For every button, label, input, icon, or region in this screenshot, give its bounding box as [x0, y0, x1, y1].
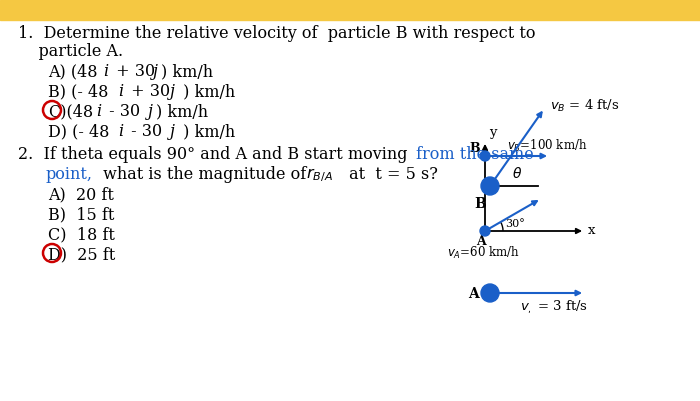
Text: $\theta$: $\theta$	[512, 166, 522, 181]
Text: y: y	[489, 126, 496, 139]
Text: 30°: 30°	[505, 219, 525, 229]
Text: B: B	[469, 142, 480, 155]
Text: from the same: from the same	[416, 146, 533, 163]
Text: at  t = 5 s?: at t = 5 s?	[344, 166, 438, 183]
Text: $\mathit{r}_{B/A}$: $\mathit{r}_{B/A}$	[306, 166, 333, 184]
Text: B) (- 48: B) (- 48	[48, 83, 108, 100]
Text: what is the magnitude of: what is the magnitude of	[98, 166, 312, 183]
Text: j: j	[153, 63, 158, 80]
Text: + 30: + 30	[126, 83, 170, 100]
Text: B)  15 ft: B) 15 ft	[48, 206, 114, 223]
Text: i: i	[118, 83, 123, 100]
Text: $v_A$=60 km/h: $v_A$=60 km/h	[447, 245, 519, 261]
Text: j: j	[170, 83, 175, 100]
Text: i: i	[96, 103, 101, 120]
Text: D)  25 ft: D) 25 ft	[48, 246, 116, 263]
Circle shape	[480, 151, 490, 161]
Text: - 30: - 30	[104, 103, 140, 120]
Text: ) km/h: ) km/h	[178, 83, 235, 100]
Text: x: x	[588, 225, 596, 237]
Text: B: B	[474, 197, 486, 211]
Text: D) (- 48: D) (- 48	[48, 123, 109, 140]
Text: C)(48: C)(48	[48, 103, 93, 120]
Text: point,: point,	[46, 166, 93, 183]
Text: particle A.: particle A.	[18, 43, 123, 60]
Circle shape	[480, 226, 490, 236]
Text: i: i	[118, 123, 123, 140]
Text: A)  20 ft: A) 20 ft	[48, 186, 114, 203]
Text: i: i	[103, 63, 108, 80]
Circle shape	[481, 284, 499, 302]
Bar	[0, 0, 700, 20]
Text: ) km/h: ) km/h	[178, 123, 235, 140]
Text: A: A	[468, 287, 479, 301]
Text: C)  18 ft: C) 18 ft	[48, 226, 115, 243]
Text: 1.  Determine the relative velocity of  particle B with respect to: 1. Determine the relative velocity of pa…	[18, 25, 536, 42]
Text: ) km/h: ) km/h	[161, 63, 213, 80]
Text: + 30: + 30	[111, 63, 155, 80]
Text: j: j	[170, 123, 175, 140]
Text: - 30: - 30	[126, 123, 162, 140]
Text: $v_,$ = 3 ft/s: $v_,$ = 3 ft/s	[520, 299, 588, 316]
Text: A) (48: A) (48	[48, 63, 97, 80]
Text: ) km/h: ) km/h	[156, 103, 208, 120]
Circle shape	[481, 177, 499, 195]
Text: $v_B$ = 4 ft/s: $v_B$ = 4 ft/s	[550, 98, 620, 114]
Text: A: A	[476, 235, 486, 248]
Text: 2.  If theta equals 90° and A and B start moving: 2. If theta equals 90° and A and B start…	[18, 146, 412, 163]
Text: j: j	[148, 103, 153, 120]
Text: $v_B$=100 km/h: $v_B$=100 km/h	[507, 138, 587, 154]
